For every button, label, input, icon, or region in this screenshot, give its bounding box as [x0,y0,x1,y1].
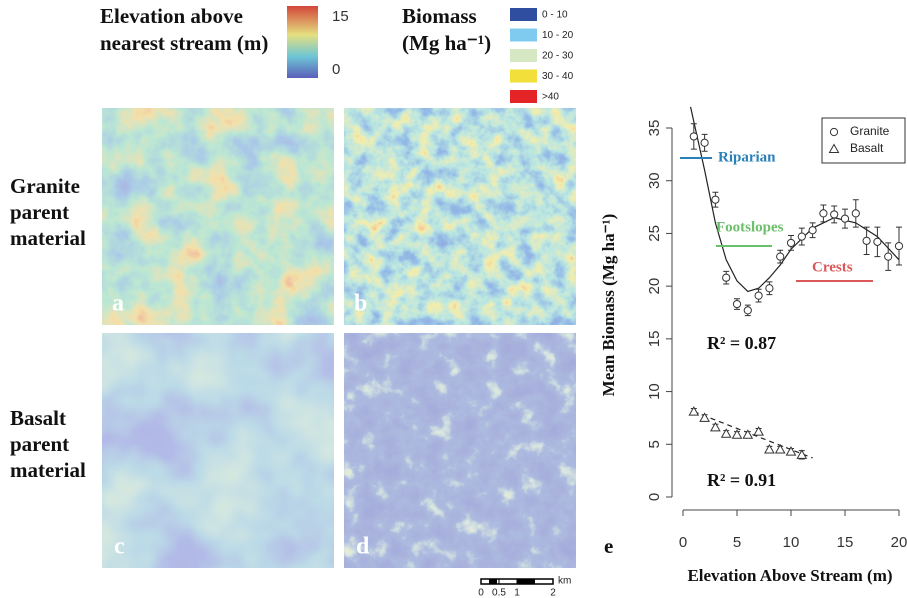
fit-line [689,106,900,293]
point [785,446,797,456]
annotation: Riparian [718,149,776,165]
map [102,333,334,568]
colorbar [287,6,318,78]
x-tick-label: 15 [837,534,854,551]
point [754,291,763,300]
point [710,421,721,432]
legend-label: Basalt [850,141,884,155]
point [808,226,817,235]
point [840,214,850,223]
point [722,273,731,282]
x-tick-label: 0 [679,534,687,551]
row-label: parent [10,200,69,224]
legend-swatch [510,69,537,83]
annotation: Footslopes [716,219,784,235]
point [764,444,775,454]
point [862,236,871,245]
legend-label: 30 - 40 [542,71,574,82]
panel-letter: c [114,534,125,560]
y-tick-label: 0 [646,493,663,501]
point [851,209,860,218]
point [743,306,752,315]
point [753,426,764,436]
point [796,449,808,459]
point [700,138,709,147]
point [765,284,774,293]
x-tick-label: 10 [783,534,800,551]
point [786,238,796,248]
point [884,252,893,261]
y-tick-label: 20 [646,278,663,295]
point [731,429,743,439]
x-tick-label: 5 [733,534,741,551]
annotation: Crests [812,259,853,275]
scale-label: 0 [478,588,484,598]
point [873,237,882,246]
point [732,299,742,309]
y-tick-label: 35 [646,120,663,137]
legend-label: 0 - 10 [542,10,568,21]
row-label: parent [10,432,69,456]
scale-label: 0.5 [492,588,506,598]
scale-fill [489,579,497,584]
point [819,209,828,218]
panel-letter: d [356,534,370,560]
row-label: material [10,458,86,482]
legend [821,117,906,164]
legend-swatch [510,28,537,42]
scale-label: 2 [550,588,556,598]
panel-letter: e [604,534,613,558]
scale-fill [517,579,535,584]
fit-line [693,411,813,459]
map-title: (Mg ha⁻¹) [402,31,491,55]
point [699,412,710,422]
point [830,210,839,219]
y-tick-label: 10 [646,383,663,400]
x-axis-label: Elevation Above Stream (m) [687,566,892,585]
legend-label: 20 - 30 [542,51,574,62]
point [711,195,720,204]
colorbar-label: 15 [332,8,349,25]
colorbar-label: 0 [332,61,340,78]
legend-marker [829,127,839,137]
y-tick-label: 5 [646,440,663,448]
legend-swatch [510,8,537,21]
point [720,428,732,438]
panel-letter: a [112,291,124,317]
legend-swatch [510,49,537,62]
legend-marker [828,143,840,153]
row-label: material [10,226,86,250]
panel-letter: b [354,291,367,317]
legend-label: Granite [850,124,890,138]
scale-unit: km [558,576,571,587]
row-label: Granite [10,174,80,198]
legend-label: 10 - 20 [542,30,574,41]
legend-label: >40 [542,92,559,103]
y-tick-label: 15 [646,331,663,348]
x-tick-label: 20 [891,534,907,551]
map-title: Elevation above [100,4,243,28]
point [774,444,786,454]
map [344,108,576,325]
y-tick-label: 30 [646,172,663,189]
row-label: Basalt [10,406,66,430]
map [102,108,334,325]
point [689,132,698,141]
scale-label: 1 [514,588,520,598]
y-axis-label: Mean Biomass (Mg ha⁻¹) [599,214,618,397]
point [688,406,700,416]
map-title: nearest stream (m) [100,31,268,55]
map [344,333,576,568]
point [742,429,754,439]
point [776,252,785,261]
point [797,232,806,241]
annotation: R² = 0.87 [707,333,776,353]
annotation: R² = 0.91 [707,470,776,490]
legend-swatch [510,90,537,103]
map-title: Biomass [402,4,477,28]
point [894,241,904,251]
y-tick-label: 25 [646,225,663,242]
